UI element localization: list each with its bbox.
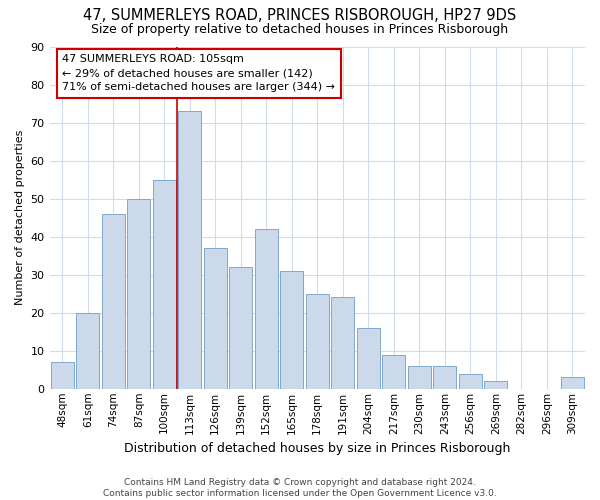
Bar: [382, 354, 405, 389]
Bar: [280, 271, 303, 389]
Bar: [459, 374, 482, 389]
Bar: [331, 298, 354, 389]
Text: Contains HM Land Registry data © Crown copyright and database right 2024.
Contai: Contains HM Land Registry data © Crown c…: [103, 478, 497, 498]
Text: 47 SUMMERLEYS ROAD: 105sqm
← 29% of detached houses are smaller (142)
71% of sem: 47 SUMMERLEYS ROAD: 105sqm ← 29% of deta…: [62, 54, 335, 92]
Bar: [229, 267, 252, 389]
Bar: [127, 198, 150, 389]
Bar: [408, 366, 431, 389]
Bar: [51, 362, 74, 389]
Bar: [484, 381, 507, 389]
X-axis label: Distribution of detached houses by size in Princes Risborough: Distribution of detached houses by size …: [124, 442, 511, 455]
Text: Size of property relative to detached houses in Princes Risborough: Size of property relative to detached ho…: [91, 22, 509, 36]
Y-axis label: Number of detached properties: Number of detached properties: [15, 130, 25, 306]
Bar: [76, 312, 99, 389]
Bar: [204, 248, 227, 389]
Bar: [255, 229, 278, 389]
Bar: [433, 366, 456, 389]
Bar: [561, 378, 584, 389]
Bar: [357, 328, 380, 389]
Text: 47, SUMMERLEYS ROAD, PRINCES RISBOROUGH, HP27 9DS: 47, SUMMERLEYS ROAD, PRINCES RISBOROUGH,…: [83, 8, 517, 22]
Bar: [306, 294, 329, 389]
Bar: [102, 214, 125, 389]
Bar: [178, 111, 201, 389]
Bar: [153, 180, 176, 389]
